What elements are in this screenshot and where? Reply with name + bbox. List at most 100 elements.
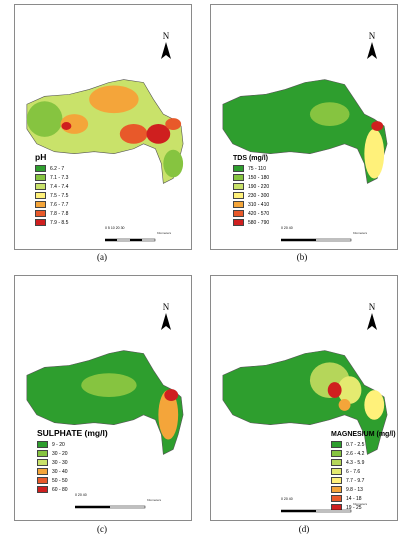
legend-label: 190 - 220 [248,183,270,190]
legend-item: 150 - 180 [233,173,269,182]
legend-item: 7.7 - 9.7 [331,476,396,485]
legend-swatch [37,459,48,466]
legend-item: 30 - 30 [37,458,108,467]
legend-swatch [331,468,342,475]
caption-d: (d) [298,524,310,534]
legend-swatch [233,174,244,181]
north-arrow: N [155,302,177,332]
legend-swatch [233,210,244,217]
legend-label: 14 - 18 [346,495,362,502]
legend-item: 7.8 - 7.8 [35,209,68,218]
legend-label: 310 - 410 [248,201,270,208]
legend-item: 2.6 - 4.2 [331,449,396,458]
legend-swatch [37,468,48,475]
legend-swatch [331,495,342,502]
legend-label: 7.9 - 8.5 [50,219,69,226]
legend-label: 7.8 - 7.8 [50,210,69,217]
map-panel-tds: N TDS (mg/l) 75 - 110 150 - 180 190 - 220 2… [210,4,398,250]
north-arrow: N [361,31,383,61]
legend-swatch [331,441,342,448]
legend-swatch [331,477,342,484]
magnesium-legend: MAGNESIUM (mg/l) 0.7 - 2.5 2.6 - 4.2 4.3 -… [331,431,396,511]
legend-swatch [331,459,342,466]
legend-swatch [35,210,46,217]
legend-label: 7.1 - 7.3 [50,174,69,181]
legend-swatch [37,450,48,457]
legend-label: 7.4 - 7.4 [50,183,69,190]
legend-label: 230 - 300 [248,192,270,199]
legend-item: 310 - 410 [233,200,269,209]
legend-label: 6.2 - 7 [50,165,65,172]
legend-item: 9.8 - 13 [331,485,396,494]
ph-legend: pH 6.2 - 7 7.1 - 7.3 7.4 - 7.4 7.5 - 7.5 7.6… [35,152,69,227]
map-panel-ph: N pH 6.2 - 7 7.1 - 7.3 7.4 - 7.4 7.5 - 7.5 7… [14,4,192,250]
legend-item: 0.7 - 2.5 [331,440,396,449]
legend-swatch [233,165,244,172]
legend-item: 420 - 570 [233,209,269,218]
legend-swatch [233,201,244,208]
legend-label: 9.8 - 13 [346,486,363,493]
caption-c: (c) [97,524,107,534]
legend-item: 6.2 - 7 [35,164,68,173]
legend-label: 580 - 790 [248,219,270,226]
legend-label: 30 - 40 [52,468,68,475]
legend-item: 30 - 40 [37,467,108,476]
tds-map [222,79,388,184]
legend-item: 7.9 - 8.5 [35,218,68,227]
north-arrow: N [155,31,177,61]
legend-label: 30 - 30 [52,459,68,466]
tds-legend: TDS (mg/l) 75 - 110 150 - 180 190 - 220 230… [233,155,270,227]
legend-item: 6 - 7.6 [331,467,396,476]
legend-label: 50 - 50 [52,477,68,484]
legend-item: 7.5 - 7.5 [35,191,68,200]
legend-item: 30 - 20 [37,449,108,458]
legend-item: 14 - 18 [331,494,396,503]
legend-label: 19 - 25 [346,504,362,511]
legend-label: 7.7 - 9.7 [346,477,365,484]
legend-swatch [35,192,46,199]
legend-label: 2.6 - 4.2 [346,450,365,457]
caption-b: (b) [296,252,308,262]
legend-item: 580 - 790 [233,218,269,227]
legend-label: 75 - 110 [248,165,266,172]
legend-item: 7.6 - 7.7 [35,200,68,209]
map-panel-sulphate: N SULPHATE (mg/l) 9 - 20 30 - 20 30 - 30 30… [14,275,192,521]
legend-label: 4.3 - 5.9 [346,459,365,466]
legend-swatch [331,450,342,457]
legend-item: 230 - 300 [233,191,269,200]
legend-swatch [233,183,244,190]
legend-label: 30 - 20 [52,450,68,457]
legend-swatch [331,486,342,493]
legend-item: 7.4 - 7.4 [35,182,68,191]
legend-swatch [233,219,244,226]
legend-swatch [35,183,46,190]
legend-swatch [37,486,48,493]
scale-bar: 0 20 40 Kilometers [74,493,165,509]
legend-item: 7.1 - 7.3 [35,173,68,182]
legend-item: 50 - 50 [37,476,108,485]
sulphate-legend: SULPHATE (mg/l) 9 - 20 30 - 20 30 - 30 30 -… [37,428,108,493]
legend-swatch [37,441,48,448]
legend-swatch [35,219,46,226]
legend-item: 190 - 220 [233,182,269,191]
legend-label: 6 - 7.6 [346,468,361,475]
legend-label: 420 - 570 [248,210,270,217]
legend-label: 0.7 - 2.5 [346,441,365,448]
caption-a: (a) [97,252,107,262]
legend-label: 150 - 180 [248,174,270,181]
legend-swatch [233,192,244,199]
magnesium-map [222,350,388,455]
scale-bar: 0 5 10 20 30 Kilometers [104,226,171,242]
legend-label: 7.5 - 7.5 [50,192,69,199]
legend-label: 60 - 80 [52,486,68,493]
legend-label: 9 - 20 [52,441,65,448]
legend-item: 4.3 - 5.9 [331,458,396,467]
legend-swatch [35,201,46,208]
legend-swatch [35,174,46,181]
legend-item: 9 - 20 [37,440,108,449]
map-panel-magnesium: N MAGNESIUM (mg/l) 0.7 - 2.5 2.6 - 4.2 4.3… [210,275,398,521]
legend-item: 75 - 110 [233,164,269,173]
scale-bar: 0 20 40 Kilometers [280,226,371,242]
sulphate-map [26,350,184,455]
north-arrow: N [361,302,383,332]
